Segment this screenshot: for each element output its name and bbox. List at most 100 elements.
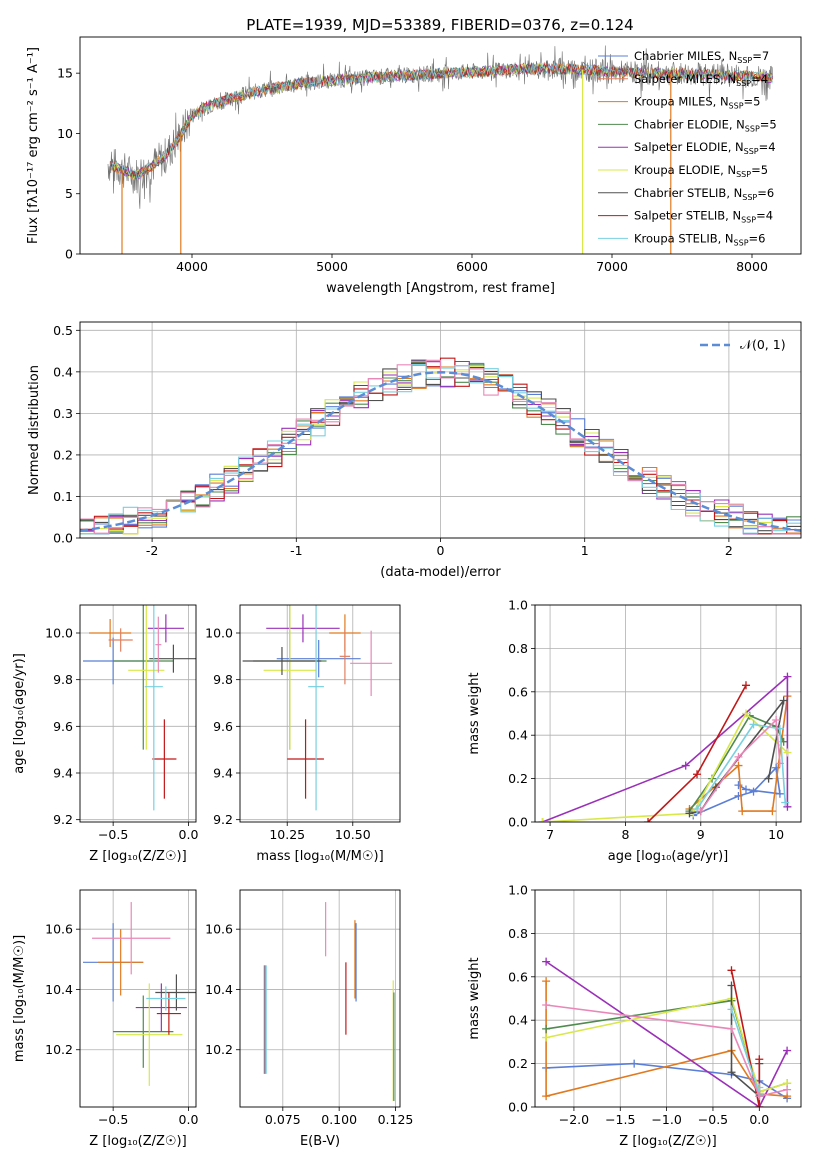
mass-weight-line <box>696 723 786 810</box>
y-tick-label: 0.3 <box>53 406 73 421</box>
legend-label: Kroupa ELODIE, NSSP=5 <box>634 163 768 179</box>
legend-label: 𝒩(0, 1) <box>740 337 786 352</box>
x-tick-label: 7 <box>546 827 554 842</box>
mass-weight-line <box>545 960 788 1107</box>
mass-weight-line <box>692 766 781 817</box>
x-tick-label: 0.125 <box>378 1112 414 1127</box>
plot-area <box>242 605 393 811</box>
data-point-marker <box>779 696 788 705</box>
x-tick-label: 0 <box>437 543 445 558</box>
data-point-marker <box>741 709 750 718</box>
y-tick-label: 10.4 <box>205 982 233 997</box>
x-tick-label: −0.5 <box>98 1112 128 1127</box>
x-tick-label: 5000 <box>316 259 348 274</box>
data-point-marker <box>693 770 702 779</box>
data-point-marker <box>542 1001 551 1010</box>
data-point-marker <box>783 1046 792 1055</box>
y-tick-label: 9.8 <box>213 672 233 687</box>
data-point-marker <box>772 716 781 725</box>
data-point-marker <box>783 802 792 811</box>
data-point-marker <box>775 789 784 798</box>
panel-residuals: -2 -1 0 1 2 0.0 0.1 0.2 0.3 0.4 0.5 (data-model)/er… <box>27 321 802 580</box>
legend-label: Chabrier MILES, NSSP=7 <box>634 49 769 65</box>
panel-mass_weight_vs_Z: −2.0 −1.5 −1.0 −0.5 0.0 0.0 0.2 0.4 0.6 0.8 1.0 Z [… <box>467 883 802 1149</box>
x-tick-label: 6000 <box>456 259 488 274</box>
mass-weight-line <box>545 997 788 1093</box>
data-point-marker <box>542 977 551 986</box>
x-tick-label: −1.0 <box>651 1112 681 1127</box>
data-point-marker <box>727 966 736 975</box>
x-axis-label: mass [log₁₀(M/M☉)] <box>256 849 383 864</box>
y-tick-label: 9.8 <box>53 672 73 687</box>
plot-area <box>80 357 801 535</box>
model-line-kroupa-stelib <box>110 62 773 181</box>
gaussian-curve <box>80 371 801 532</box>
legend: Chabrier MILES, NSSP=7 Salpeter MILES, NS… <box>598 49 777 247</box>
axes-frame <box>79 604 197 823</box>
data-point-marker <box>741 681 750 690</box>
legend-label: Kroupa MILES, NSSP=5 <box>634 95 760 111</box>
y-tick-label: 0.6 <box>508 969 528 984</box>
plot-area <box>542 957 792 1107</box>
legend-label: Chabrier STELIB, NSSP=6 <box>634 186 774 202</box>
y-tick-label: 10 <box>57 126 73 141</box>
x-tick-label: 10.50 <box>335 827 371 842</box>
y-tick-label: 0.0 <box>508 815 528 830</box>
y-tick-label: 1.0 <box>508 598 528 613</box>
x-tick-label: 7000 <box>596 259 628 274</box>
data-point-marker <box>741 785 750 794</box>
data-point-marker <box>696 807 705 816</box>
y-tick-label: 10.2 <box>205 1042 233 1057</box>
residual-histogram <box>80 359 801 535</box>
x-tick-label: 0.0 <box>179 1112 199 1127</box>
y-tick-label: 0.6 <box>508 684 528 699</box>
panel-mass_weight_vs_age: 7 8 9 10 0.0 0.2 0.4 0.6 0.8 1.0 age [log₁₀(age/yr… <box>467 598 802 864</box>
data-point-marker <box>783 672 792 681</box>
y-tick-label: 9.4 <box>213 766 233 781</box>
y-tick-label: 10.2 <box>45 1042 73 1057</box>
y-tick-label: 10.0 <box>45 626 73 641</box>
data-point-marker <box>749 787 758 796</box>
y-tick-label: 0 <box>65 247 73 262</box>
x-tick-label: 0.075 <box>265 1112 301 1127</box>
y-tick-label: 9.2 <box>213 812 233 827</box>
y-tick-label: 0.0 <box>53 531 73 546</box>
plot-area <box>83 605 196 811</box>
mass-weight-line <box>730 970 761 1107</box>
legend-label: Kroupa STELIB, NSSP=6 <box>634 231 765 247</box>
data-point-marker <box>734 752 743 761</box>
x-tick-label: −1.5 <box>605 1112 635 1127</box>
data-point-marker <box>734 781 743 790</box>
data-point-marker <box>755 1055 764 1064</box>
axes-frame <box>79 36 802 255</box>
residual-histogram <box>80 362 801 535</box>
mass-weight-line <box>730 1009 761 1095</box>
plot-area <box>538 672 792 822</box>
legend-label: Salpeter ELODIE, NSSP=4 <box>634 140 776 156</box>
x-axis-label: E(B-V) <box>300 1134 340 1149</box>
data-point-marker <box>727 1024 736 1033</box>
y-tick-label: 10.6 <box>205 922 233 937</box>
y-axis-label: mass weight <box>467 672 482 754</box>
plot-area <box>107 45 773 254</box>
x-tick-label: 8000 <box>736 259 768 274</box>
axes-frame <box>79 889 197 1108</box>
x-tick-label: −2.0 <box>559 1112 589 1127</box>
y-tick-label: 10.4 <box>45 982 73 997</box>
y-tick-label: 0.2 <box>508 771 528 786</box>
x-tick-label: 0.0 <box>179 827 199 842</box>
y-tick-label: 0.4 <box>508 728 528 743</box>
axes-frame <box>239 889 401 1108</box>
x-tick-label: 10 <box>768 827 784 842</box>
y-tick-label: 9.6 <box>53 719 73 734</box>
x-tick-label: -2 <box>146 543 158 558</box>
x-tick-label: 2 <box>725 543 733 558</box>
y-tick-label: 0.1 <box>53 489 73 504</box>
data-point-marker <box>542 1024 551 1033</box>
y-tick-label: 0.8 <box>508 641 528 656</box>
data-point-marker <box>542 1092 551 1101</box>
data-point-marker <box>768 807 777 816</box>
panel-age_vs_Z: −0.5 0.0 9.2 9.4 9.6 9.8 10.0 Z [log₁₀(Z/Z☉)] ag… <box>12 604 199 864</box>
legend-label: Chabrier ELODIE, NSSP=5 <box>634 117 777 133</box>
data-point-marker <box>644 818 653 822</box>
